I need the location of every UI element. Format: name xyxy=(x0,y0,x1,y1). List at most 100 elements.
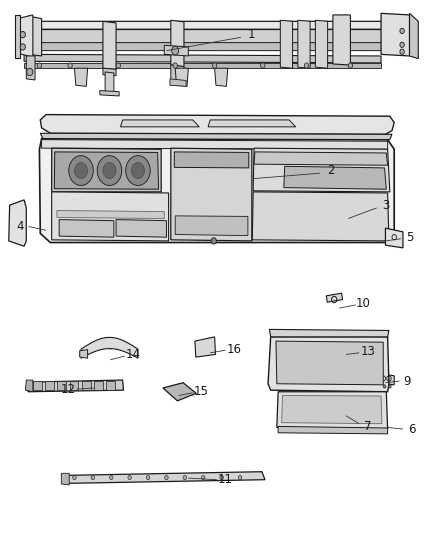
Polygon shape xyxy=(254,152,388,165)
Text: 9: 9 xyxy=(403,375,411,387)
Circle shape xyxy=(110,475,113,480)
Circle shape xyxy=(383,385,386,388)
Polygon shape xyxy=(315,20,328,68)
Polygon shape xyxy=(45,381,54,390)
Polygon shape xyxy=(106,381,115,390)
Text: 7: 7 xyxy=(364,420,372,433)
Circle shape xyxy=(68,63,72,68)
Polygon shape xyxy=(385,228,403,248)
Polygon shape xyxy=(103,21,116,69)
Polygon shape xyxy=(103,68,116,76)
Polygon shape xyxy=(15,15,20,58)
Polygon shape xyxy=(410,13,418,59)
Circle shape xyxy=(304,63,309,68)
Polygon shape xyxy=(171,148,252,241)
Polygon shape xyxy=(40,115,394,134)
Text: 15: 15 xyxy=(194,385,209,398)
Circle shape xyxy=(238,475,242,480)
Polygon shape xyxy=(175,68,188,86)
Polygon shape xyxy=(82,381,91,390)
Polygon shape xyxy=(195,337,215,357)
Circle shape xyxy=(27,68,33,76)
Polygon shape xyxy=(269,329,389,337)
Text: 1: 1 xyxy=(248,28,256,41)
Circle shape xyxy=(20,31,25,38)
Polygon shape xyxy=(280,20,293,68)
Polygon shape xyxy=(94,381,103,390)
Circle shape xyxy=(126,156,150,185)
Circle shape xyxy=(165,475,168,480)
Polygon shape xyxy=(24,63,381,68)
Circle shape xyxy=(91,475,95,480)
Text: 6: 6 xyxy=(408,423,416,435)
Polygon shape xyxy=(28,16,42,56)
Polygon shape xyxy=(59,220,114,237)
Circle shape xyxy=(400,49,404,54)
Polygon shape xyxy=(381,13,410,56)
Text: 4: 4 xyxy=(16,220,24,233)
Circle shape xyxy=(20,44,25,50)
Circle shape xyxy=(97,156,122,185)
Text: 13: 13 xyxy=(360,345,375,358)
Polygon shape xyxy=(9,200,26,246)
Polygon shape xyxy=(42,140,388,149)
Polygon shape xyxy=(171,65,184,83)
Polygon shape xyxy=(105,72,114,93)
Polygon shape xyxy=(298,20,310,68)
Polygon shape xyxy=(70,381,78,390)
Polygon shape xyxy=(24,54,381,63)
Circle shape xyxy=(69,156,93,185)
Polygon shape xyxy=(33,381,42,390)
Text: 14: 14 xyxy=(126,348,141,361)
Circle shape xyxy=(116,63,120,68)
Polygon shape xyxy=(81,337,138,358)
Circle shape xyxy=(146,475,150,480)
Polygon shape xyxy=(277,392,388,429)
Circle shape xyxy=(400,42,404,47)
Polygon shape xyxy=(215,68,228,86)
Polygon shape xyxy=(333,15,350,65)
Polygon shape xyxy=(253,148,390,192)
Polygon shape xyxy=(74,68,88,86)
Polygon shape xyxy=(164,45,188,56)
Polygon shape xyxy=(26,56,35,80)
Polygon shape xyxy=(33,29,394,43)
Circle shape xyxy=(400,28,404,34)
Polygon shape xyxy=(208,120,296,127)
Polygon shape xyxy=(80,350,88,358)
Polygon shape xyxy=(54,152,159,189)
Circle shape xyxy=(172,46,179,55)
Polygon shape xyxy=(25,380,33,392)
Polygon shape xyxy=(100,91,119,96)
Circle shape xyxy=(183,475,187,480)
Polygon shape xyxy=(284,166,386,189)
Polygon shape xyxy=(170,79,186,86)
Polygon shape xyxy=(268,337,389,392)
Polygon shape xyxy=(61,473,69,485)
Polygon shape xyxy=(33,43,403,51)
Circle shape xyxy=(220,475,223,480)
Circle shape xyxy=(348,63,353,68)
Polygon shape xyxy=(276,341,383,385)
Circle shape xyxy=(211,238,216,244)
Polygon shape xyxy=(163,383,196,401)
Circle shape xyxy=(212,63,217,68)
Polygon shape xyxy=(57,381,66,390)
Polygon shape xyxy=(18,15,33,57)
Circle shape xyxy=(37,63,42,68)
Circle shape xyxy=(173,63,177,68)
Polygon shape xyxy=(52,148,161,192)
Circle shape xyxy=(201,475,205,480)
Polygon shape xyxy=(171,20,184,67)
Polygon shape xyxy=(40,133,392,140)
Polygon shape xyxy=(33,21,403,29)
Polygon shape xyxy=(57,211,164,219)
Text: 16: 16 xyxy=(227,343,242,356)
Circle shape xyxy=(128,475,131,480)
Polygon shape xyxy=(174,152,249,168)
Circle shape xyxy=(73,475,76,480)
Polygon shape xyxy=(278,426,388,434)
Polygon shape xyxy=(120,120,199,127)
Circle shape xyxy=(261,63,265,68)
Polygon shape xyxy=(62,472,265,483)
